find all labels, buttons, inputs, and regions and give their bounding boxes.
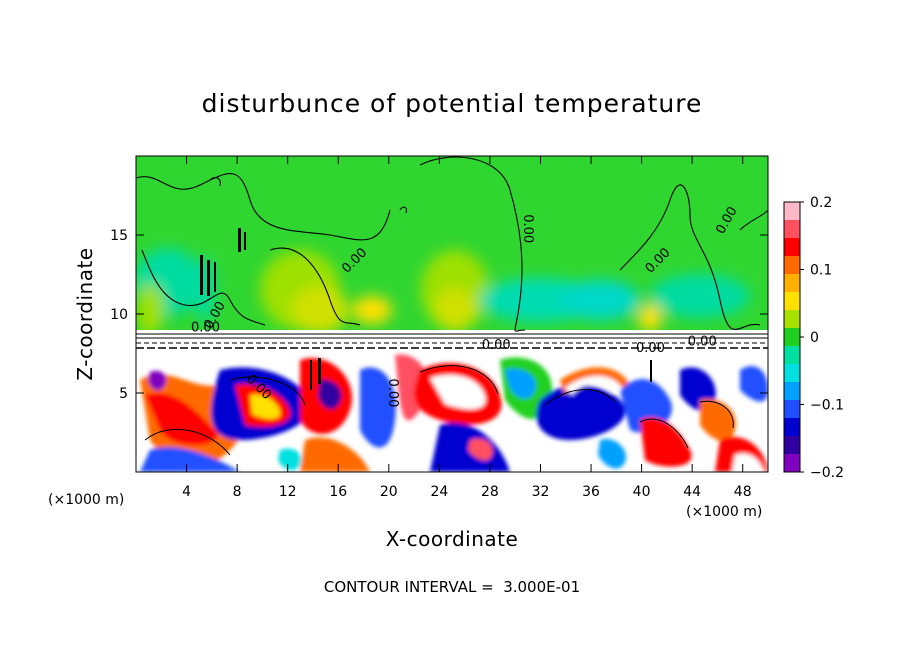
stable-layer [136,330,768,350]
contour-label: 0.00 [636,341,665,356]
colorbar-swatch [784,310,800,329]
y-axis: 5 10 15 [110,228,768,402]
contour-label: 0.00 [191,320,220,335]
colorbar-swatch [784,202,800,221]
x-tick-label: 8 [233,484,242,500]
x-tick-label: 20 [380,484,398,500]
colorbar-swatch [784,436,800,455]
lower-contours [144,365,734,456]
x-axis-unit: (×1000 m) [686,504,762,520]
x-tick-label: 16 [329,484,347,500]
x-tick-label: 32 [532,484,550,500]
colorbar-tick-label: −0.1 [810,398,844,414]
cloud-streaks [200,228,652,390]
x-axis-label: X-coordinate [386,527,519,551]
colorbar-tick-label: 0.1 [810,263,832,279]
colorbar-swatch [784,274,800,293]
x-tick-label: 36 [582,484,600,500]
colorbar-swatch [784,346,800,365]
contour-label: 0.00 [482,338,511,353]
x-tick-label: 44 [683,484,701,500]
colorbar-tick-label: 0 [810,330,819,346]
y-axis-unit: (×1000 m) [48,492,124,508]
x-tick-label: 48 [734,484,752,500]
x-axis: 4 8 12 16 20 24 28 32 36 40 44 48 [182,156,752,500]
colorbar-tick-label: 0.2 [810,195,832,211]
lower-field-eddies [140,354,768,472]
x-tick-label: 12 [279,484,297,500]
colorbar-swatch [784,292,800,311]
colorbar-tick-label: −0.2 [810,465,844,481]
colorbar-swatch [784,418,800,437]
x-tick-label: 4 [182,484,191,500]
y-tick-label: 15 [110,228,128,244]
y-tick-label: 5 [119,386,128,402]
colorbar-swatch [784,256,800,275]
y-axis-label: Z-coordinate [73,247,97,380]
colorbar-swatch [784,220,800,239]
contour-label: 0.00 [385,379,400,408]
chart-title: disturbunce of potential temperature [202,89,703,118]
contour-interval-note: CONTOUR INTERVAL = 3.000E-01 [324,578,580,596]
x-tick-label: 40 [633,484,651,500]
y-tick-label: 10 [110,307,128,323]
colorbar-swatch [784,454,800,473]
contour-label: 0.00 [688,335,717,350]
colorbar-swatch [784,328,800,347]
x-tick-label: 24 [430,484,448,500]
x-tick-label: 28 [481,484,499,500]
colorbar-swatch [784,364,800,383]
colorbar-swatch [784,400,800,419]
colorbar-swatch [784,382,800,401]
upper-contours [136,156,768,332]
colorbar-swatch [784,238,800,257]
contour-label: 0.00 [520,214,535,243]
upper-field-patches [136,248,750,336]
colorbar: 0.2 0.1 0 −0.1 −0.2 [783,195,844,481]
heatmap-field [136,156,768,472]
